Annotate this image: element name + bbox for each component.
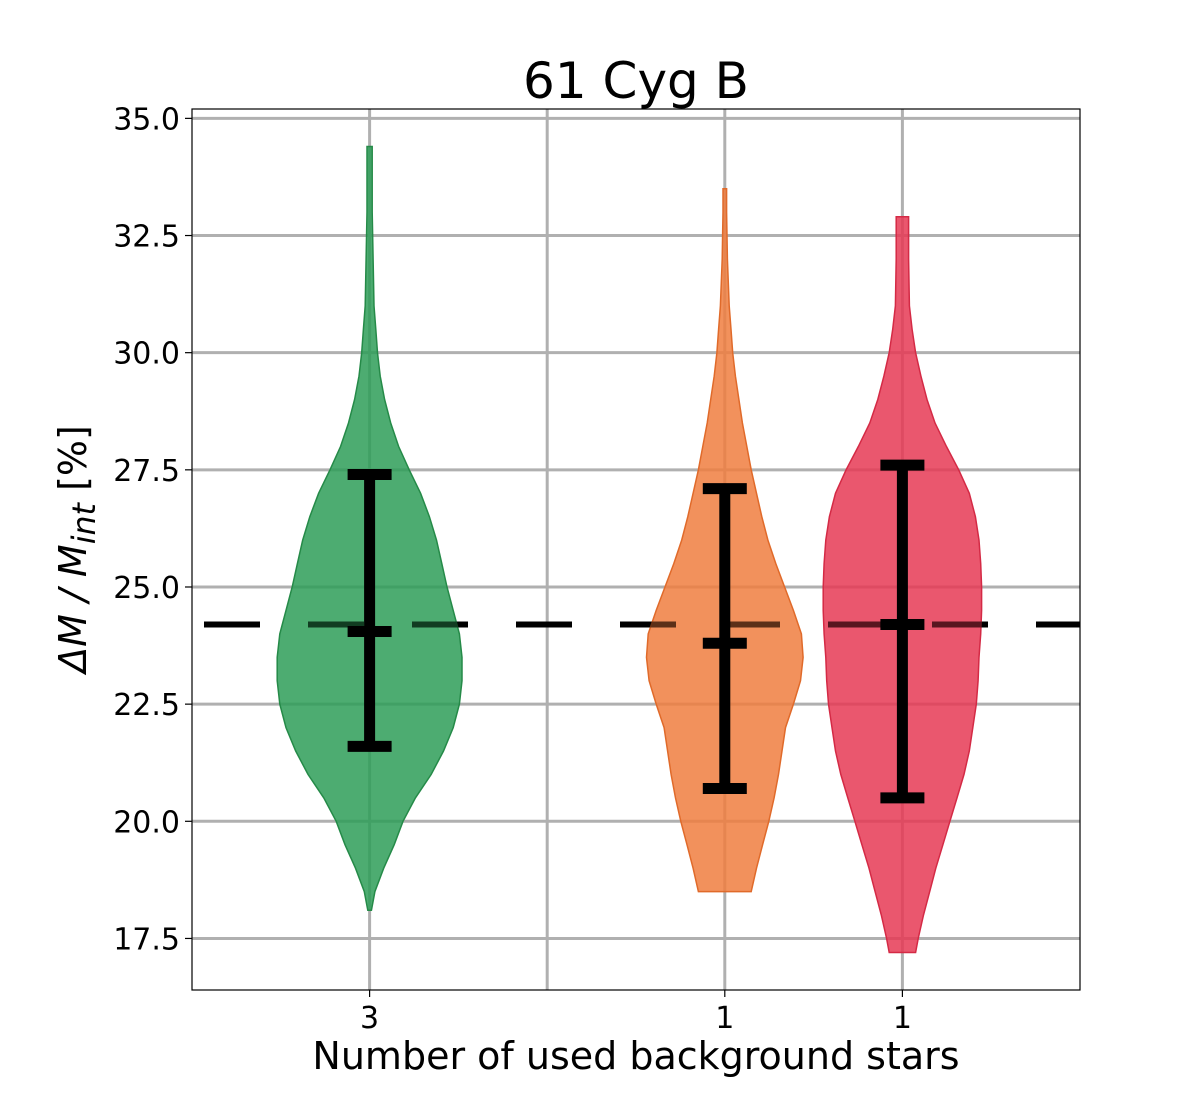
y-axis-label-main: ΔM / M xyxy=(51,544,96,673)
y-tick-label: 17.5 xyxy=(113,922,180,957)
y-tick-label: 27.5 xyxy=(113,454,180,489)
violin-layer xyxy=(192,145,1080,954)
tick-layer: 17.5 20.0 22.5 25.0 27.5 30.0 32.5 35.0 3 1 1 xyxy=(113,102,912,1036)
y-tick-label: 25.0 xyxy=(113,571,180,606)
chart-title: 61 Cyg B xyxy=(523,52,749,110)
y-tick-label: 22.5 xyxy=(113,688,180,723)
x-axis-label: Number of used background stars xyxy=(312,1034,960,1078)
x-tick-label: 1 xyxy=(715,1001,734,1036)
y-axis-label-unit: [%] xyxy=(51,425,96,504)
y-axis-label: ΔM / Mint [%] xyxy=(51,425,103,673)
x-tick-label: 1 xyxy=(893,1001,912,1036)
x-tick-label: 3 xyxy=(360,1001,379,1036)
y-axis-label-subscript: int xyxy=(66,503,103,545)
y-tick-label: 20.0 xyxy=(113,805,180,840)
plot-frame xyxy=(191,108,1081,991)
errorbar-layer xyxy=(347,459,925,804)
y-tick-label: 35.0 xyxy=(113,102,180,137)
y-tick-label: 32.5 xyxy=(113,220,180,255)
y-tick-label: 30.0 xyxy=(113,337,180,372)
